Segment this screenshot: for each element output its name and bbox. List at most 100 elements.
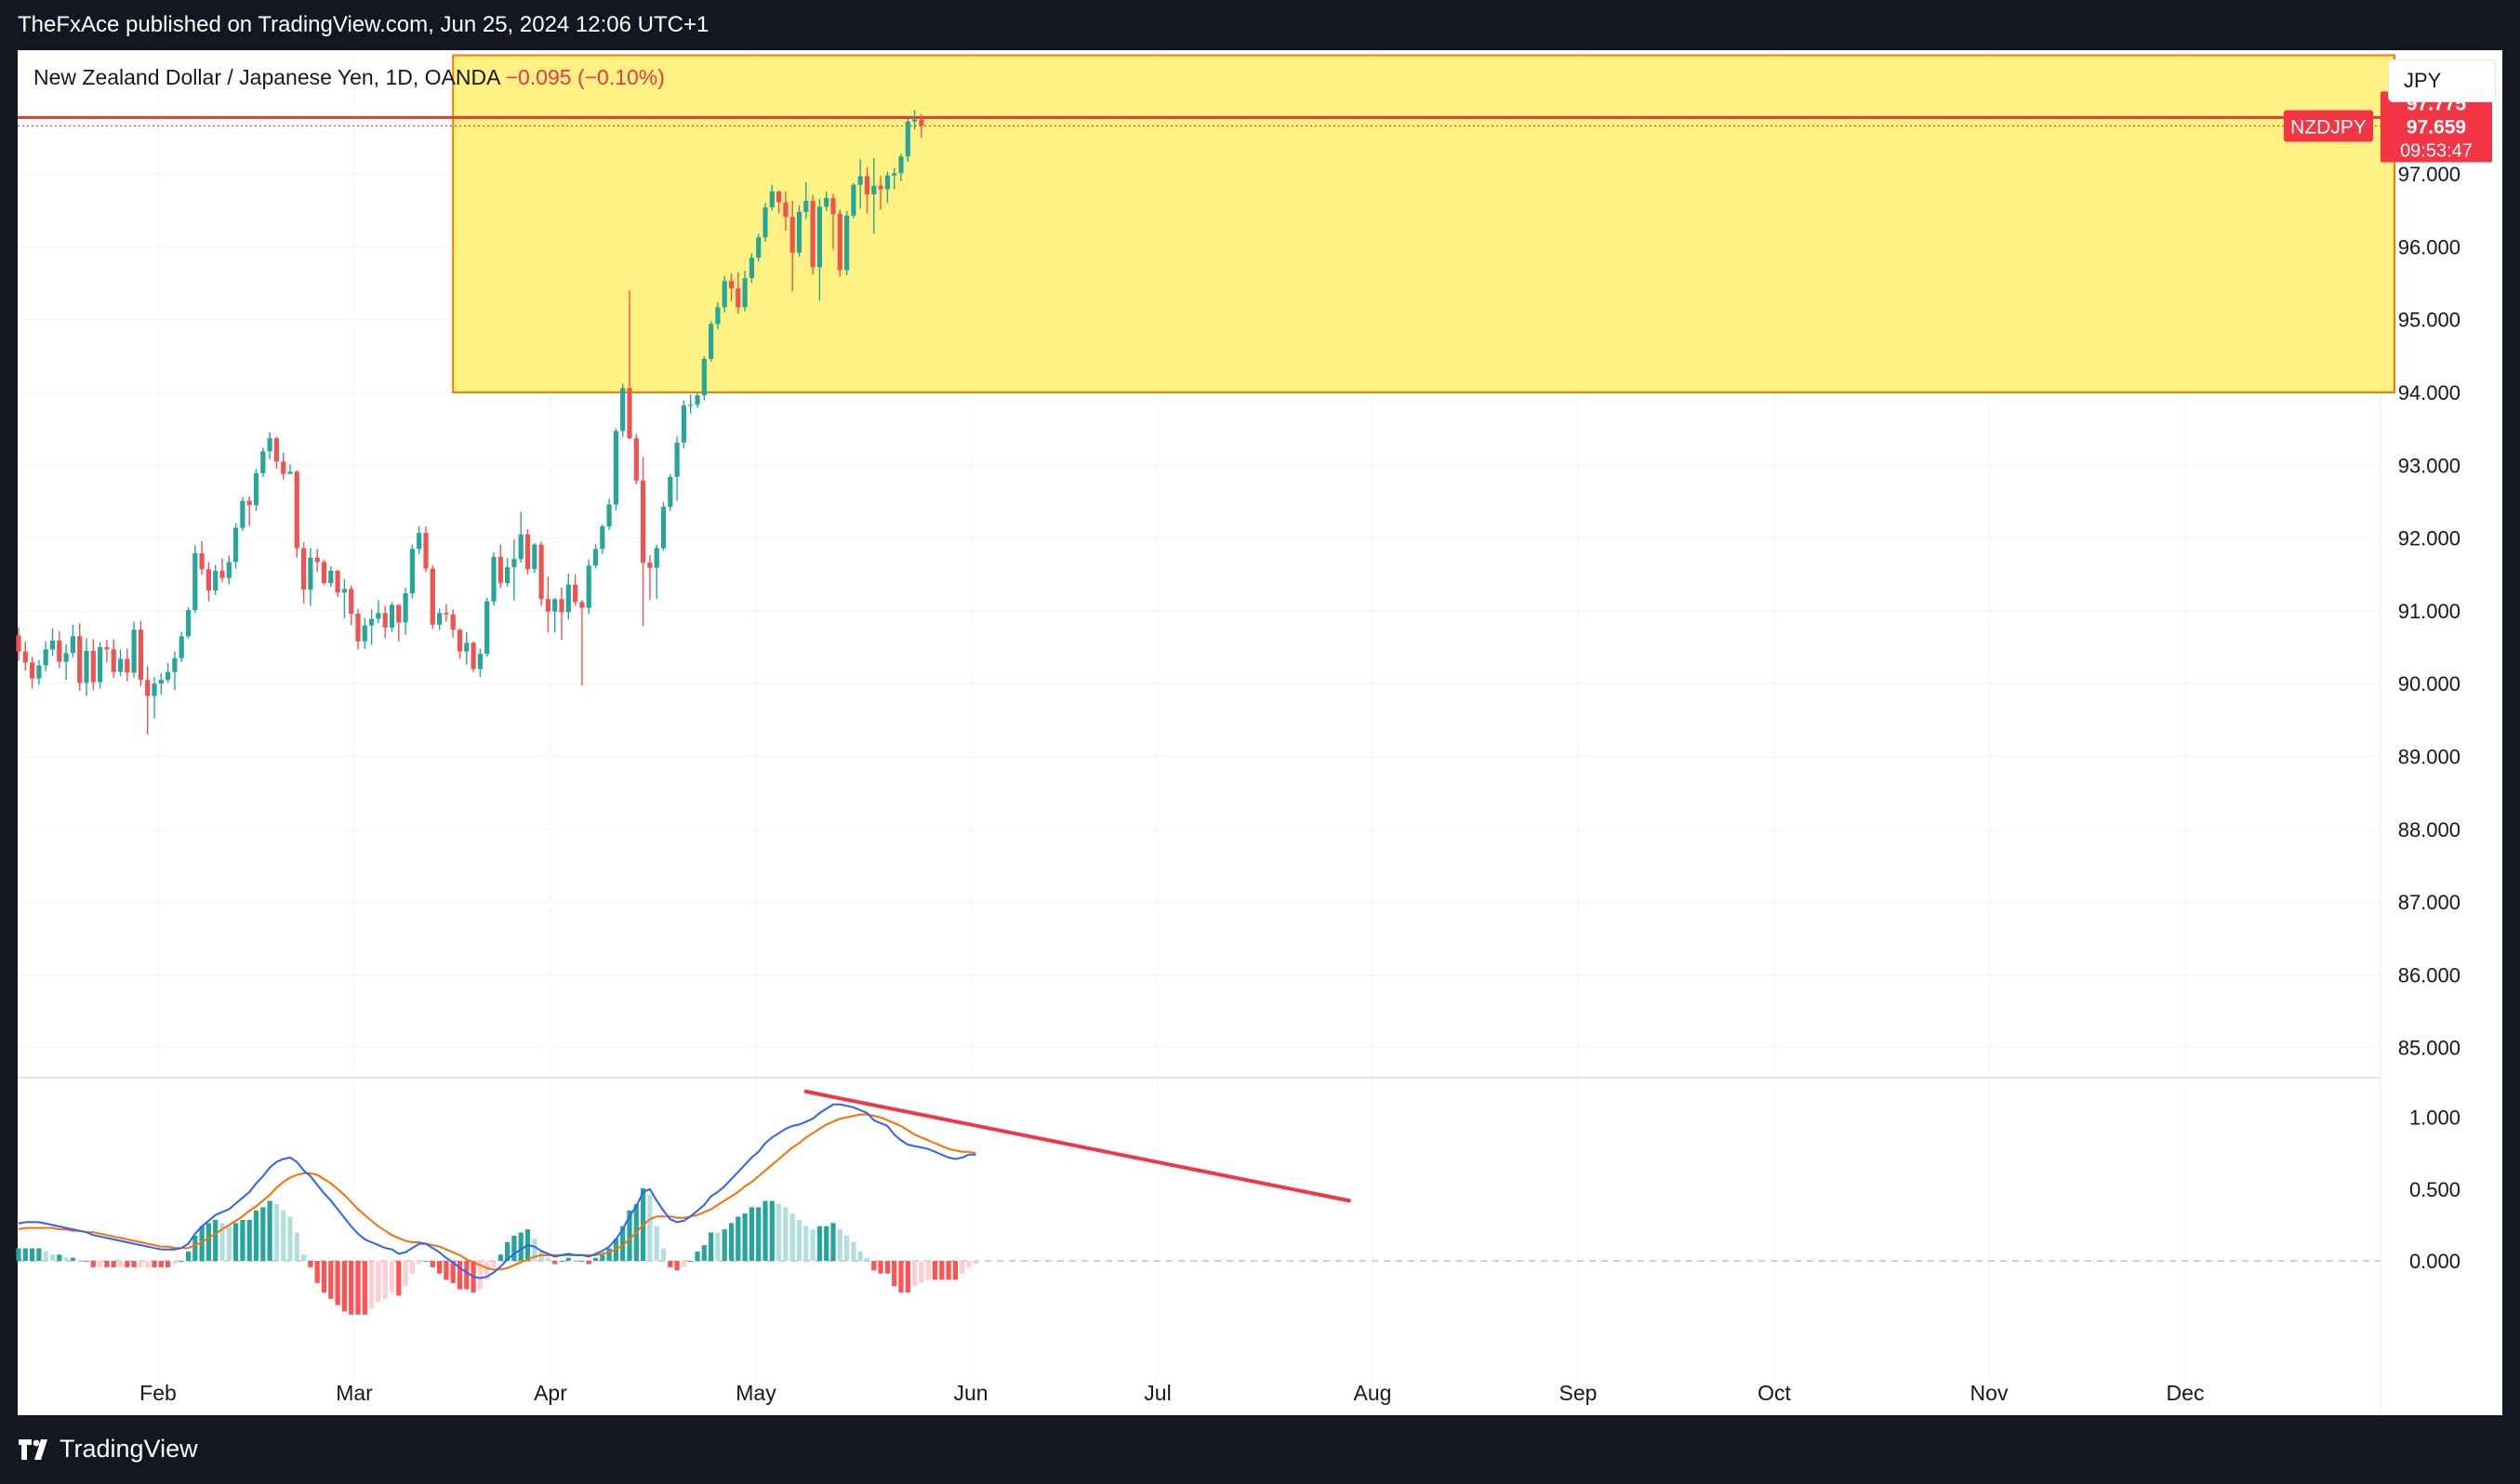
time-tick-label-0: Feb — [139, 1381, 177, 1405]
candle-body-122 — [844, 215, 850, 271]
tradingview-logo-icon — [19, 1438, 47, 1460]
candle-body-50 — [355, 614, 361, 642]
candle-body-10 — [84, 650, 89, 683]
time-tick-label-2: Apr — [534, 1381, 567, 1405]
candle-body-13 — [104, 647, 110, 650]
macd-histogram-bar-127 — [878, 1261, 883, 1274]
candle-body-110 — [763, 207, 768, 238]
macd-histogram-bar-55 — [389, 1261, 395, 1293]
candle-body-49 — [349, 589, 354, 615]
countdown-tag: 09:53:47 — [2400, 141, 2473, 162]
candle-body-80 — [559, 599, 564, 613]
macd-histogram-bar-72 — [505, 1241, 511, 1262]
brand-name: TradingView — [60, 1435, 198, 1463]
symbol-legend[interactable]: New Zealand Dollar / Japanese Yen, 1D, O… — [33, 65, 665, 90]
macd-histogram-bar-20 — [152, 1261, 157, 1267]
candle-body-35 — [253, 472, 259, 506]
candle-body-38 — [273, 438, 279, 462]
macd-histogram-bar-38 — [273, 1203, 279, 1262]
macd-histogram-bar-5 — [49, 1254, 56, 1262]
candle-body-127 — [878, 185, 883, 190]
time-axis[interactable]: Feb Mar Apr May Jun Jul Aug Sep Oct Nov Dec — [139, 1381, 2204, 1405]
candle-body-61 — [430, 568, 435, 625]
tradingview-brand[interactable]: TradingView — [19, 1435, 198, 1464]
macd-histogram-bar-44 — [314, 1261, 320, 1283]
macd-histogram-bar-14 — [111, 1261, 116, 1267]
candle-body-103 — [715, 307, 721, 325]
price-tick-label-7: 92.000 — [2398, 527, 2460, 550]
macd-histogram-bar-50 — [355, 1261, 361, 1315]
candle-body-58 — [409, 549, 415, 594]
price-level-layer[interactable] — [18, 115, 2381, 127]
macd-histogram-bar-139 — [960, 1261, 965, 1274]
time-tick-label-7: Sep — [1559, 1381, 1598, 1405]
time-tick-label-8: Oct — [1757, 1381, 1791, 1405]
macd-histogram-bar-2 — [30, 1248, 35, 1262]
candle-body-72 — [505, 566, 511, 584]
price-axis[interactable]: 85.000 86.000 87.000 88.000 89.000 90.000 91.0… — [2398, 163, 2460, 1273]
macd-histogram-bar-25 — [185, 1251, 192, 1262]
macd-histogram-bar-49 — [349, 1261, 354, 1315]
candlestick-series — [16, 110, 924, 735]
time-tick-label-3: May — [736, 1381, 776, 1405]
candle-body-75 — [524, 534, 531, 570]
macd-histogram-bar-6 — [57, 1254, 62, 1262]
currency-button[interactable]: JPY — [2388, 60, 2496, 102]
candle-body-41 — [294, 471, 299, 549]
macd-histogram-bar-46 — [328, 1261, 334, 1299]
candle-body-111 — [769, 191, 775, 208]
macd-histogram-bar-85 — [592, 1257, 599, 1262]
time-tick-label-6: Aug — [1354, 1381, 1392, 1405]
candle-body-86 — [600, 526, 605, 550]
macd-histogram-bar-121 — [837, 1229, 842, 1262]
candle-body-12 — [98, 647, 103, 682]
macd-histogram-bar-93 — [647, 1194, 653, 1262]
candle-body-43 — [308, 557, 313, 590]
candle-body-87 — [606, 504, 612, 527]
candle-body-53 — [376, 613, 381, 619]
candle-body-7 — [63, 653, 69, 662]
macd-histogram-bar-13 — [104, 1261, 110, 1267]
macd-histogram-bar-43 — [308, 1261, 313, 1267]
macd-line — [18, 1103, 976, 1279]
macd-histogram-bar-135 — [932, 1261, 938, 1280]
candle-body-57 — [403, 593, 408, 623]
macd-histogram-bar-106 — [736, 1216, 741, 1262]
candle-body-16 — [125, 658, 130, 673]
candle-body-125 — [864, 176, 870, 195]
supply-zone-layer[interactable] — [452, 54, 2396, 393]
candle-body-91 — [633, 438, 639, 481]
macd-histogram-bar-19 — [145, 1261, 151, 1267]
legend-change: −0.095 (−0.10%) — [505, 65, 665, 89]
macd-histogram-bar-35 — [253, 1210, 259, 1262]
candle-body-120 — [830, 197, 836, 215]
candle-body-22 — [166, 671, 171, 681]
candle-body-45 — [321, 562, 327, 584]
macd-histogram-bar-138 — [952, 1261, 958, 1280]
candle-body-94 — [654, 548, 659, 568]
macd-histogram-bar-63 — [444, 1261, 449, 1280]
macd-histogram-bar-84 — [586, 1261, 591, 1265]
candle-body-33 — [240, 500, 245, 528]
candle-body-100 — [695, 395, 700, 405]
candle-body-37 — [267, 438, 272, 452]
candle-body-5 — [49, 640, 56, 650]
macd-histogram-bar-31 — [226, 1226, 232, 1262]
candle-body-96 — [668, 476, 673, 507]
macd-histogram-bar-108 — [749, 1207, 754, 1262]
macd-histogram-bar-3 — [36, 1248, 42, 1262]
price-tick-label-9: 94.000 — [2398, 381, 2460, 404]
macd-histogram-bar-12 — [98, 1261, 103, 1267]
macd-histogram-bar-57 — [403, 1261, 408, 1287]
macd-histogram-bar-129 — [892, 1261, 897, 1287]
candle-body-88 — [613, 431, 618, 505]
candle-body-95 — [660, 506, 667, 549]
macd-histogram-bar-89 — [620, 1226, 626, 1262]
macd-histogram-bar-113 — [783, 1207, 789, 1262]
macd-histogram-bar-18 — [138, 1261, 143, 1267]
candle-body-102 — [709, 324, 714, 359]
last-price-tag: 97.659 — [2407, 117, 2466, 139]
footer-bar — [0, 1415, 2520, 1484]
macd-histogram-bar-101 — [701, 1245, 707, 1262]
